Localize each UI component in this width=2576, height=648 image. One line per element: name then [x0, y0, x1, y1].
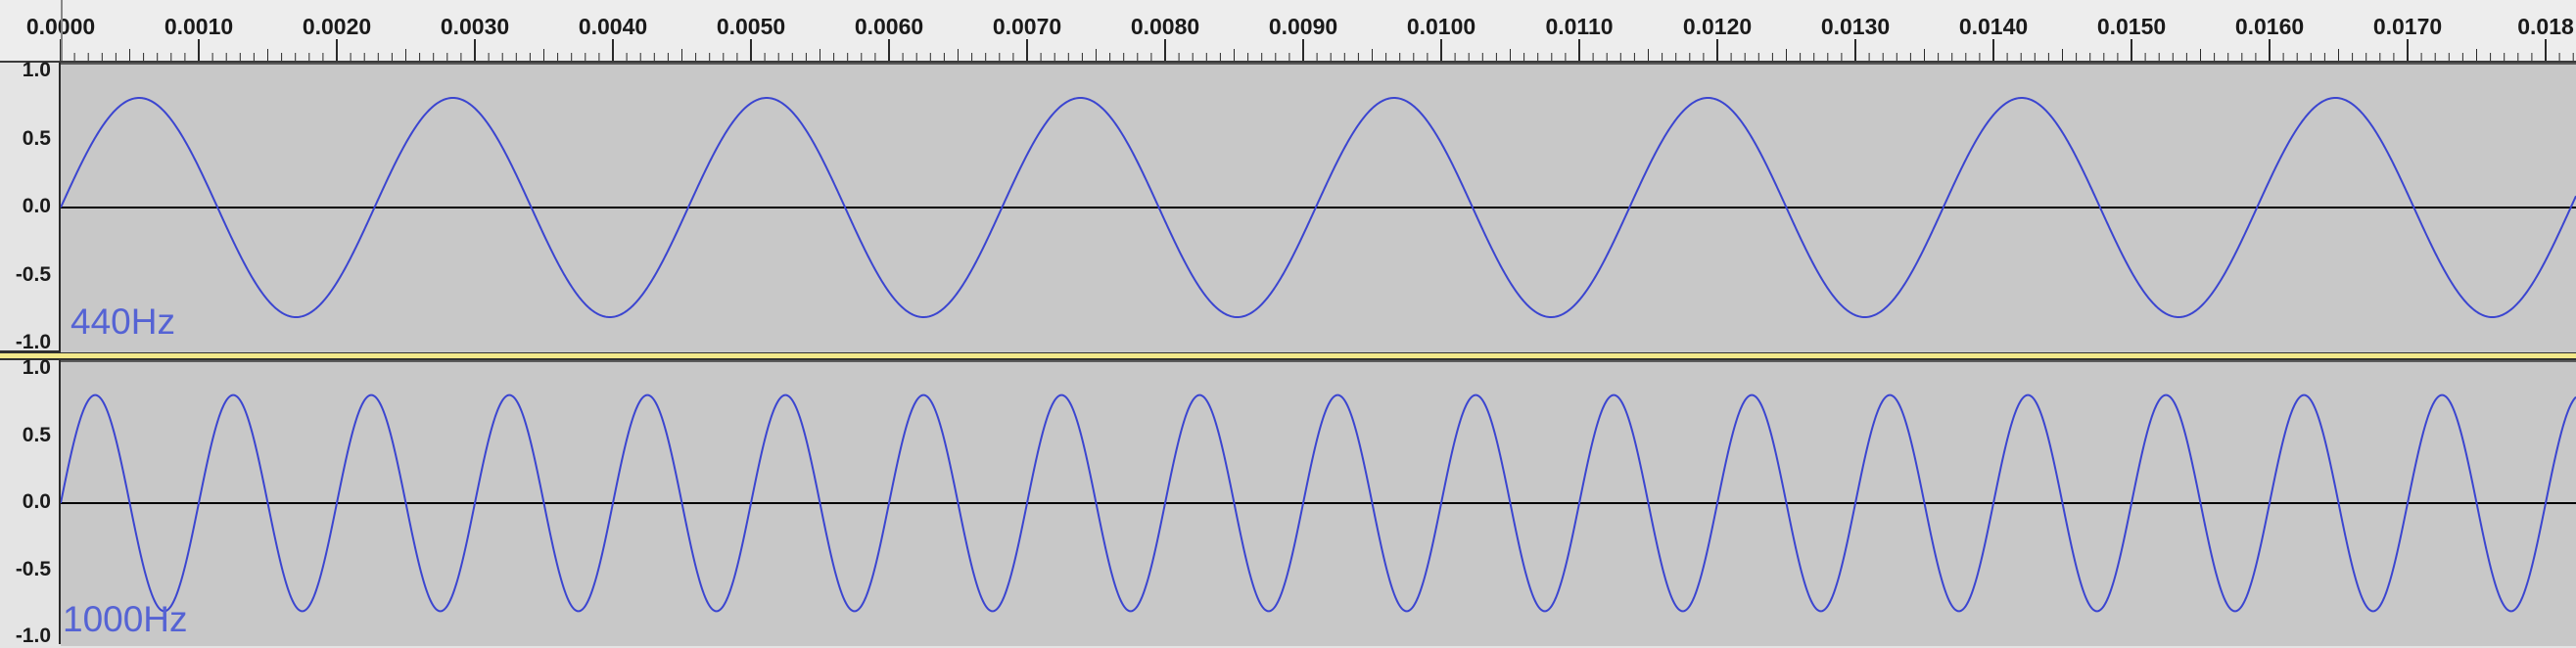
- timeline-ruler[interactable]: 0.00000.00100.00200.00300.00400.00500.00…: [0, 0, 2576, 63]
- track-name-label: 440Hz: [70, 301, 175, 342]
- timeline-tick-label: 0.018: [2517, 14, 2574, 39]
- timeline-tick-label: 0.0060: [854, 14, 924, 39]
- timeline-tick-label: 0.0170: [2372, 14, 2443, 39]
- amplitude-tick-label: 0.0: [22, 490, 51, 513]
- waveform-area[interactable]: [61, 63, 2576, 352]
- timeline-tick-label: 0.0150: [2096, 14, 2167, 39]
- amplitude-ruler: 1.0 0.5 0.0 -0.5 -1.0: [0, 356, 61, 647]
- track-separator[interactable]: [0, 353, 2576, 360]
- timeline-tick-label: 0.0030: [440, 14, 510, 39]
- timeline-tick-label: 0.0080: [1130, 14, 1200, 39]
- timeline-tick-label: 0.0010: [164, 14, 234, 39]
- timeline-tick-label: 0.0090: [1268, 14, 1338, 39]
- amplitude-tick-label: -1.0: [15, 331, 51, 353]
- amplitude-tick-label: -1.0: [15, 625, 51, 647]
- audio-track-1000hz[interactable]: 1.0 0.5 0.0 -0.5 -1.0 1000Hz: [0, 356, 2576, 647]
- track-name-label: 1000Hz: [63, 599, 188, 639]
- timeline-tick-label: 0.0020: [302, 14, 372, 39]
- amplitude-tick-label: 0.5: [22, 126, 51, 150]
- timeline-tick-label: 0.0140: [1958, 14, 2029, 39]
- audio-track-440hz[interactable]: 1.0 0.5 0.0 -0.5 -1.0 440Hz: [0, 59, 2576, 353]
- timeline-ticks: [60, 39, 2574, 61]
- amplitude-tick-label: 0.5: [22, 423, 51, 446]
- amplitude-tick-label: 1.0: [22, 59, 51, 81]
- waveform-line: [61, 393, 2576, 613]
- waveform-area[interactable]: [61, 360, 2576, 646]
- timeline-tick-label: 0.0070: [992, 14, 1062, 39]
- timeline-tick-label: 0.0040: [578, 14, 648, 39]
- playhead-marker[interactable]: [61, 0, 63, 61]
- waveform: [61, 96, 2576, 319]
- amplitude-tick-label: 1.0: [22, 356, 51, 379]
- timeline-tick-label: 0.0050: [716, 14, 786, 39]
- timeline-tick-label: 0.0110: [1545, 14, 1614, 39]
- amplitude-tick-label: 0.0: [22, 195, 51, 217]
- waveform-line: [61, 96, 2576, 319]
- timeline-tick-label: 0.0120: [1682, 14, 1753, 39]
- amplitude-tick-label: -0.5: [15, 262, 51, 286]
- waveform: [61, 393, 2576, 613]
- timeline-tick-label: 0.0160: [2234, 14, 2305, 39]
- amplitude-tick-label: -0.5: [15, 557, 51, 580]
- amplitude-ruler: 1.0 0.5 0.0 -0.5 -1.0: [0, 59, 61, 353]
- timeline-tick-label: 0.0130: [1820, 14, 1891, 39]
- timeline-tick-label: 0.0100: [1406, 14, 1476, 39]
